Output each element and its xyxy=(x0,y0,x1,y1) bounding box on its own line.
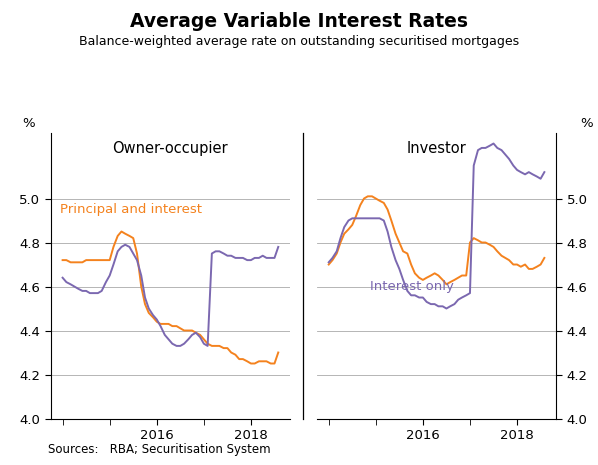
Text: Balance-weighted average rate on outstanding securitised mortgages: Balance-weighted average rate on outstan… xyxy=(79,35,519,48)
Text: Investor: Investor xyxy=(407,141,466,156)
Text: Sources:   RBA; Securitisation System: Sources: RBA; Securitisation System xyxy=(48,443,270,456)
Text: Principal and interest: Principal and interest xyxy=(60,203,202,216)
Text: Average Variable Interest Rates: Average Variable Interest Rates xyxy=(130,12,468,31)
Text: Interest only: Interest only xyxy=(370,280,453,293)
Text: %: % xyxy=(580,117,593,130)
Text: %: % xyxy=(22,117,35,130)
Text: Owner-occupier: Owner-occupier xyxy=(112,141,228,156)
